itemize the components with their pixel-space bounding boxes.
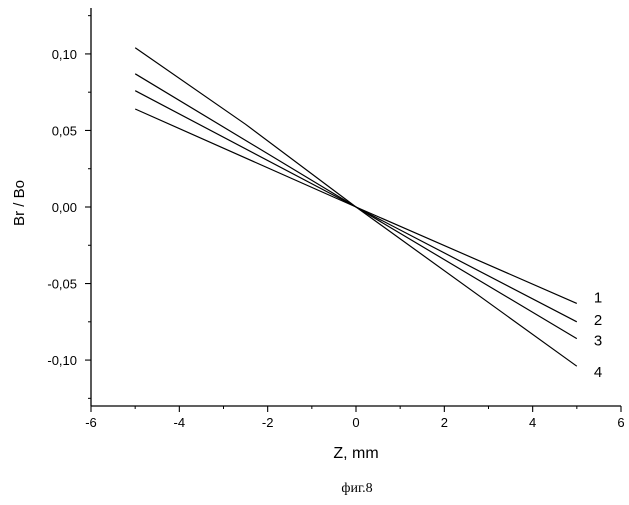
x-tick-label: 0 <box>352 415 359 430</box>
series-label-3: 3 <box>594 333 602 350</box>
x-tick-label: 6 <box>617 415 624 430</box>
x-tick-label: -6 <box>85 415 97 430</box>
series-line-4 <box>135 48 577 366</box>
x-axis-label: Z, mm <box>333 445 378 462</box>
series-line-3 <box>135 74 577 339</box>
figure-caption: фиг.8 <box>341 481 372 496</box>
y-tick-label: 0,10 <box>52 47 77 62</box>
x-tick-label: -4 <box>174 415 186 430</box>
x-tick-label: 2 <box>441 415 448 430</box>
y-tick-label: -0,05 <box>47 277 77 292</box>
y-tick-label: 0,00 <box>52 200 77 215</box>
y-tick-label: -0,10 <box>47 353 77 368</box>
series-line-1 <box>135 109 577 303</box>
series-lines <box>135 48 577 366</box>
series-label-1: 1 <box>594 289 602 306</box>
series-label-4: 4 <box>594 364 602 381</box>
y-axis-label: Br / Bo <box>11 180 28 226</box>
y-tick-label: 0,05 <box>52 123 77 138</box>
series-label-2: 2 <box>594 312 602 329</box>
x-tick-label: -2 <box>262 415 274 430</box>
series-labels: 1 2 3 4 <box>594 289 602 381</box>
x-tick-label: 4 <box>529 415 536 430</box>
series-line-2 <box>135 91 577 322</box>
ticks: -6 -4 -2 0 2 4 6 0,10 0,05 0,00 -0,05 -0,10 <box>47 16 624 430</box>
